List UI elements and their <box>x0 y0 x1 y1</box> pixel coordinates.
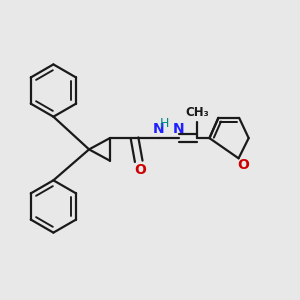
Text: H: H <box>160 117 170 130</box>
Text: O: O <box>237 158 249 172</box>
Text: N: N <box>152 122 164 136</box>
Text: N: N <box>173 122 184 136</box>
Text: CH₃: CH₃ <box>185 106 209 119</box>
Text: O: O <box>134 163 146 177</box>
